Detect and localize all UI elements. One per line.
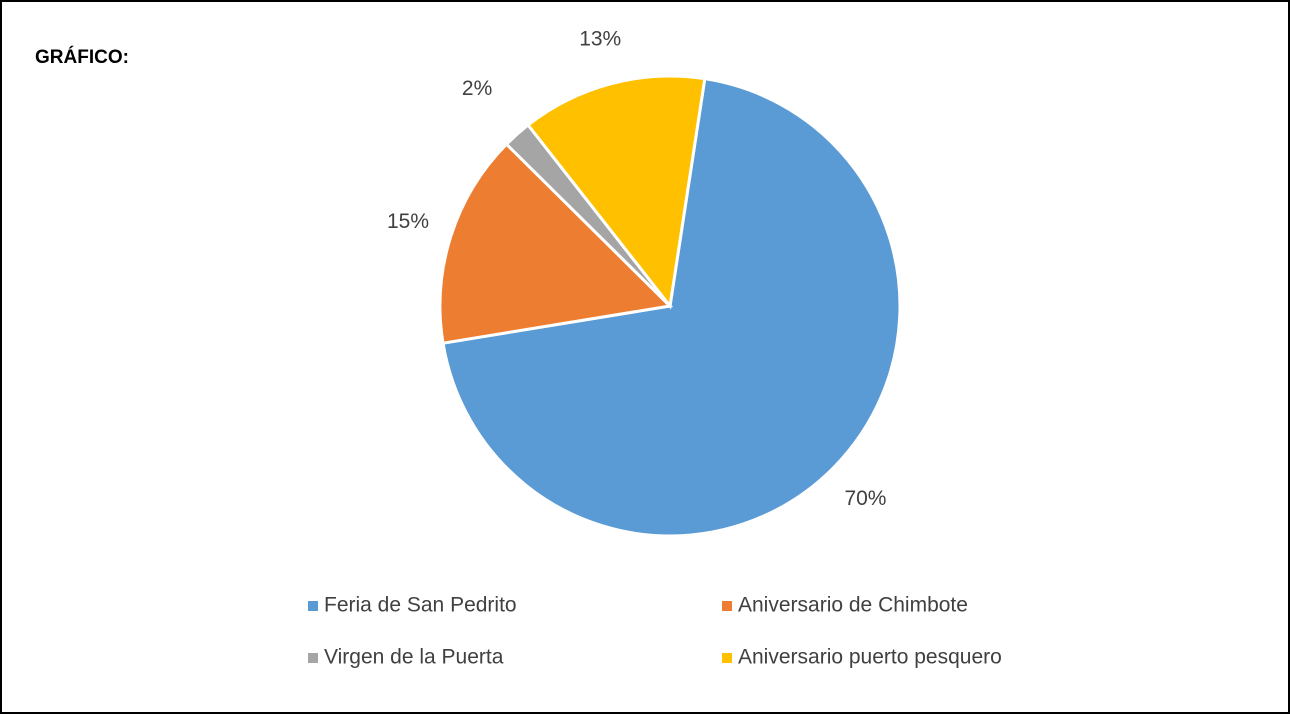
data-label: 70% (844, 487, 886, 510)
legend-label: Aniversario puerto pesquero (738, 646, 1002, 669)
data-label: 15% (387, 210, 429, 233)
legend-marker (722, 601, 732, 611)
legend-marker (722, 653, 732, 663)
pie-slice (525, 74, 707, 310)
chart-title: GRÁFICO: (35, 46, 129, 68)
data-label: 2% (462, 77, 492, 100)
legend-label: Virgen de la Puerta (324, 646, 504, 669)
pie-slice (438, 142, 674, 345)
pie-slice (441, 76, 902, 538)
legend-marker (308, 601, 318, 611)
legend-label: Aniversario de Chimbote (738, 594, 968, 617)
legend-label: Feria de San Pedrito (324, 594, 517, 617)
data-label: 13% (579, 28, 621, 51)
legend-marker (308, 653, 318, 663)
